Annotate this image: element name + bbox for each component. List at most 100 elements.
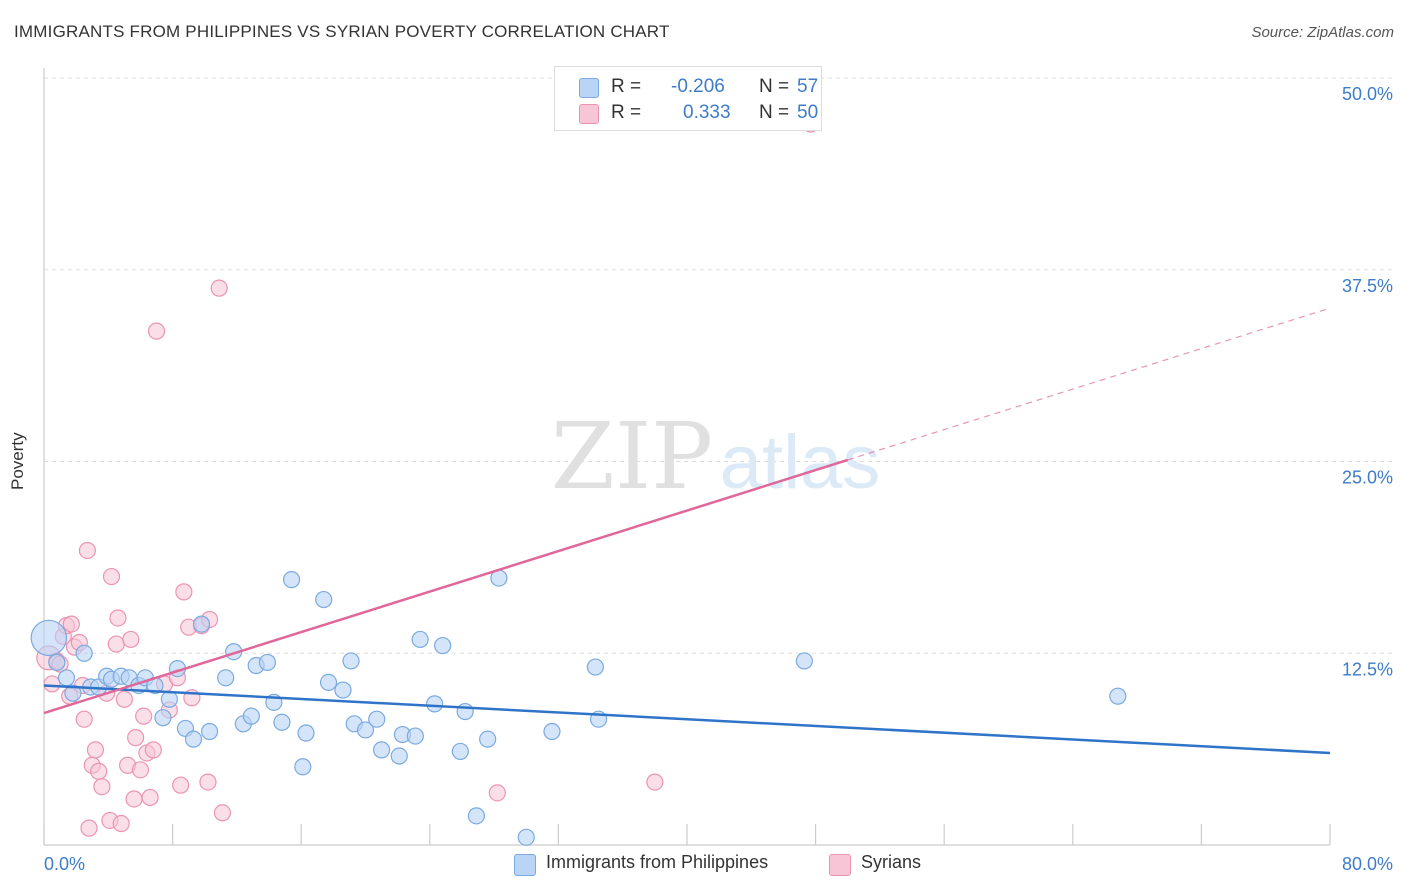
philippines-trendline	[43, 684, 1331, 755]
r-value: 0.333	[683, 102, 731, 123]
philippines-point	[184, 730, 203, 748]
philippines-point	[543, 722, 561, 741]
syrians-point	[210, 279, 228, 297]
source-label: Source: ZipAtlas.com	[1251, 24, 1394, 41]
grid-layer	[44, 77, 1392, 654]
philippines-point	[411, 630, 429, 649]
legend-swatch-blue	[514, 854, 536, 876]
syrians-point	[172, 776, 190, 794]
r-label: R =	[611, 76, 642, 97]
syrians-point	[135, 707, 153, 725]
philippines-point	[356, 721, 375, 739]
legend-label: Immigrants from Philippines	[546, 852, 769, 872]
philippines-point	[586, 658, 604, 676]
syrians-point	[80, 819, 98, 837]
syrians-point	[147, 322, 166, 340]
syrians-point	[175, 583, 193, 601]
philippines-point	[64, 684, 82, 702]
syrians-point	[488, 784, 506, 802]
y-axis-label: Poverty	[8, 432, 27, 490]
syrians-point	[144, 741, 162, 759]
syrians-point	[199, 773, 217, 791]
x-tick-label-max: 80.0%	[1342, 854, 1393, 874]
syrians-point	[125, 790, 143, 808]
philippines-point	[434, 636, 452, 655]
philippines-point	[48, 653, 66, 672]
correlation-legend: R = -0.206 N = 57 R = 0.333 N = 50	[554, 66, 822, 131]
syrians-point	[109, 609, 127, 627]
philippines-point	[273, 713, 291, 731]
philippines-point	[795, 652, 813, 670]
syrians-trendline	[43, 458, 849, 715]
y-tick-label: 37.5%	[1342, 276, 1393, 296]
syrians-point	[62, 615, 80, 633]
y-tick-label: 12.5%	[1342, 659, 1393, 679]
philippines-point	[315, 590, 333, 609]
legend-swatch-blue	[579, 78, 599, 98]
r-value: -0.206	[671, 76, 725, 97]
philippines-points	[30, 569, 1127, 846]
trend-layer	[43, 307, 1331, 755]
philippines-point	[160, 690, 178, 708]
syrians-point	[43, 675, 61, 693]
chart-title: IMMIGRANTS FROM PHILIPPINES VS SYRIAN PO…	[14, 22, 670, 41]
x-tick-label-min: 0.0%	[44, 854, 85, 874]
n-value: 50	[797, 102, 819, 123]
y-tick-label: 25.0%	[1342, 468, 1393, 488]
y-tick-label: 50.0%	[1342, 84, 1393, 104]
philippines-point	[242, 707, 260, 725]
n-label: N =	[759, 102, 790, 123]
syrians-point	[141, 788, 159, 807]
philippines-point	[297, 724, 315, 742]
philippines-point	[406, 727, 424, 745]
watermark-zip: ZIP	[551, 403, 713, 510]
philippines-point	[479, 730, 497, 748]
syrians-point	[93, 778, 111, 796]
philippines-point	[192, 615, 211, 633]
philippines-point	[334, 681, 352, 699]
philippines-point	[57, 669, 76, 687]
syrians-point	[75, 710, 93, 728]
syrians-point	[131, 761, 150, 779]
syrians-point	[112, 814, 130, 833]
syrians-trendline-extension	[847, 307, 1331, 461]
philippines-point	[426, 695, 444, 713]
philippines-point	[368, 710, 386, 728]
philippines-point	[517, 828, 535, 846]
philippines-point	[467, 807, 486, 825]
syrians-point	[78, 541, 97, 560]
syrians-point	[102, 567, 121, 586]
r-label: R =	[611, 102, 642, 123]
syrians-point	[115, 690, 133, 708]
legend-swatch-pink	[579, 104, 599, 124]
philippines-point	[282, 571, 301, 589]
philippines-point	[200, 722, 219, 741]
philippines-point	[30, 619, 68, 657]
philippines-point	[217, 669, 235, 687]
philippines-point	[451, 742, 469, 761]
philippines-point	[319, 673, 338, 691]
n-label: N =	[759, 76, 790, 97]
philippines-point	[390, 747, 408, 765]
watermark: ZIP atlas	[551, 403, 880, 510]
legend-label: Syrians	[861, 852, 922, 872]
philippines-point	[258, 653, 277, 672]
syrians-point	[90, 762, 108, 780]
syrians-point	[122, 630, 140, 649]
syrians-point	[213, 804, 232, 822]
philippines-point	[154, 709, 172, 727]
philippines-point	[342, 652, 360, 670]
philippines-point	[1109, 687, 1127, 705]
axes-layer	[43, 68, 1331, 846]
legend-swatch-pink	[829, 854, 851, 876]
philippines-point	[456, 702, 474, 721]
philippines-point	[294, 758, 312, 776]
philippines-point	[75, 644, 93, 662]
syrians-point	[646, 773, 664, 791]
syrians-point	[127, 729, 145, 747]
tick-labels: 0.0% 80.0% 12.5% 25.0% 37.5% 50.0%	[44, 84, 1393, 874]
n-value: 57	[797, 76, 819, 97]
syrians-point	[107, 635, 125, 653]
syrians-point	[86, 741, 105, 759]
